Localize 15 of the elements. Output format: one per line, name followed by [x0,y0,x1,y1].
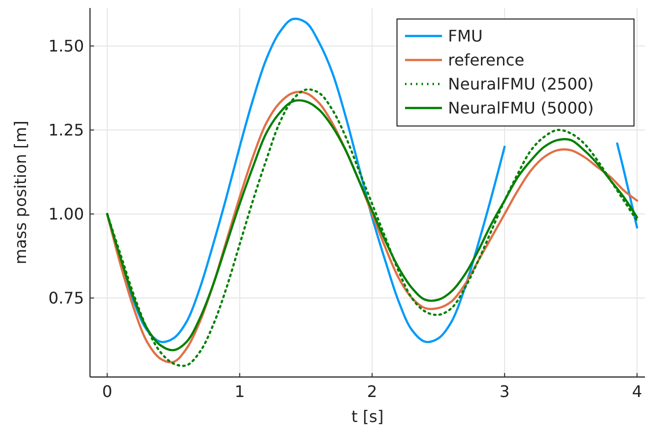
y-tick-label: 0.75 [48,288,84,308]
x-tick-label: 1 [234,382,245,401]
y-axis-title: mass position [m] [11,120,30,264]
y-tick-label: 1.25 [48,120,84,140]
legend-label: NeuralFMU (5000) [448,98,594,118]
legend-label: FMU [448,26,483,46]
x-tick-label: 0 [102,382,112,401]
x-tick-label: 2 [367,382,378,401]
legend-label: NeuralFMU (2500) [448,74,594,94]
legend-label: reference [448,50,524,70]
x-tick-label: 3 [500,382,510,401]
y-tick-label: 1.50 [48,36,84,56]
x-tick-label: 4 [632,382,642,401]
y-tick-label: 1.00 [48,204,84,224]
x-axis-title: t [s] [351,407,384,426]
